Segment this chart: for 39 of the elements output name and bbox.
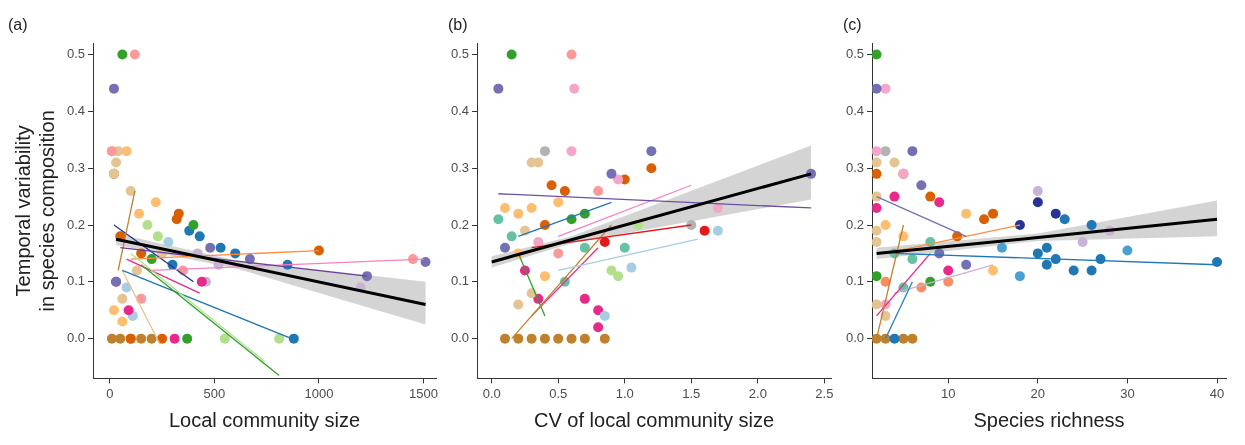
- y-tick-label: 0.1: [66, 273, 86, 289]
- x-tick-label: 1.5: [682, 385, 701, 401]
- x-tick-label: 2.0: [748, 385, 767, 401]
- x-tick-label: 2.5: [815, 385, 834, 401]
- y-tick-label: 0.1: [450, 273, 470, 289]
- y-tick-label: 0.3: [450, 159, 470, 175]
- y-tick-label: 0.5: [450, 46, 470, 62]
- x-tick-label: 1.0: [615, 385, 634, 401]
- y-tick-label: 0.4: [450, 102, 470, 118]
- y-tick-label: 0.4: [845, 102, 865, 118]
- x-axis-title: Species richness: [973, 408, 1125, 431]
- x-tick-label: 0.5: [549, 385, 568, 401]
- y-tick-label: 0.2: [845, 216, 865, 232]
- x-tick-label: 500: [203, 385, 226, 401]
- x-axis-title: CV of local community size: [534, 408, 775, 431]
- x-tick-label: 0.0: [482, 385, 501, 401]
- y-axis-title: Temporal variability in species composition: [11, 110, 58, 312]
- y-tick-label: 0.0: [66, 330, 86, 346]
- x-tick-label: 10: [941, 385, 956, 401]
- y-tick-label: 0.5: [66, 46, 86, 62]
- chart-title: (c): [843, 16, 862, 34]
- y-tick-label: 0.4: [66, 102, 86, 118]
- y-tick-label: 0.2: [66, 216, 86, 232]
- x-tick-label: 1500: [408, 385, 438, 401]
- x-tick-label: 0: [106, 385, 114, 401]
- y-tick-label: 0.3: [845, 159, 865, 175]
- chart-title: (b): [448, 16, 468, 34]
- x-tick-label: 30: [1120, 385, 1135, 401]
- y-tick-label: 0.0: [845, 330, 865, 346]
- x-tick-label: 20: [1030, 385, 1046, 401]
- chart-title: (a): [8, 16, 28, 34]
- x-tick-label: 40: [1209, 385, 1225, 401]
- x-tick-label: 1000: [304, 385, 334, 401]
- y-tick-label: 0.1: [845, 273, 865, 289]
- y-tick-label: 0.0: [450, 330, 470, 346]
- x-axis-title: Local community size: [168, 408, 361, 431]
- y-tick-label: 0.2: [450, 216, 470, 232]
- y-tick-label: 0.3: [66, 159, 86, 175]
- y-tick-label: 0.5: [845, 46, 865, 62]
